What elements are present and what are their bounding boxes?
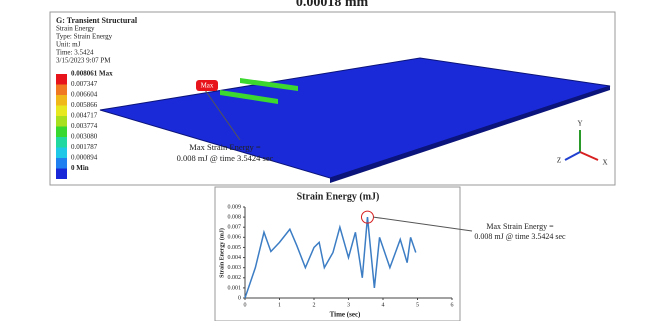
y-axis-label: Strain Energy (mJ) bbox=[218, 228, 225, 278]
y-tick-label: 0.003 bbox=[228, 265, 242, 271]
x-tick-label: 1 bbox=[278, 302, 281, 308]
legend-swatch bbox=[56, 158, 67, 169]
y-tick-label: 0.005 bbox=[228, 245, 242, 251]
info-line: Strain Energy bbox=[56, 25, 95, 33]
info-line: G: Transient Structural bbox=[56, 16, 138, 25]
y-tick-label: 0.001 bbox=[228, 285, 242, 291]
annotation-text: 0.008 mJ @ time 3.5424 sec bbox=[474, 232, 566, 241]
info-line: Unit: mJ bbox=[56, 41, 81, 49]
axis-name: X bbox=[602, 159, 607, 167]
x-tick-label: 4 bbox=[382, 302, 385, 308]
figure: 0.00018 mm Max Strain Energy (mJ) Time (… bbox=[0, 0, 665, 321]
legend-swatch bbox=[56, 85, 67, 96]
legend-label: 0.003774 bbox=[71, 122, 98, 130]
y-tick-label: 0.004 bbox=[228, 255, 242, 261]
y-tick-label: 0.007 bbox=[228, 225, 242, 231]
legend-label: 0.001787 bbox=[71, 143, 98, 151]
chart-frame bbox=[215, 187, 460, 321]
x-tick-label: 0 bbox=[244, 302, 247, 308]
legend-label: 0.003080 bbox=[71, 133, 98, 141]
y-tick-label: 0.008 bbox=[228, 214, 242, 220]
info-line: Time: 3.5424 bbox=[56, 49, 94, 57]
legend-swatch bbox=[56, 148, 67, 159]
callout-text: 0.008 mJ @ time 3.5424 sec bbox=[177, 153, 274, 163]
callout-text: Max Strain Energy = bbox=[189, 142, 261, 152]
legend-swatch bbox=[56, 74, 67, 85]
header-fragment: 0.00018 mm bbox=[296, 0, 369, 10]
max-tag-text: Max bbox=[201, 82, 214, 90]
y-tick-label: 0.006 bbox=[228, 235, 242, 241]
annotation-text: Max Strain Energy = bbox=[486, 222, 554, 231]
legend-label: 0.007347 bbox=[71, 80, 98, 88]
legend-swatch bbox=[56, 95, 67, 106]
x-tick-label: 6 bbox=[451, 302, 454, 308]
legend-label: 0.008061 Max bbox=[71, 70, 113, 78]
y-tick-label: 0.002 bbox=[228, 275, 242, 281]
info-line: Type: Strain Energy bbox=[56, 33, 113, 41]
page: 0.00018 mm Max Strain Energy (mJ) Time (… bbox=[0, 0, 665, 321]
x-tick-label: 5 bbox=[416, 302, 419, 308]
y-tick-label: 0.009 bbox=[228, 204, 242, 210]
x-tick-label: 2 bbox=[313, 302, 316, 308]
legend-label: 0.006604 bbox=[71, 91, 98, 99]
legend-swatch bbox=[56, 106, 67, 117]
legend-label: 0.005866 bbox=[71, 101, 98, 109]
y-tick-label: 0 bbox=[238, 295, 241, 301]
x-axis-label: Time (sec) bbox=[330, 311, 361, 319]
legend-label: 0.004717 bbox=[71, 112, 98, 120]
legend-swatch bbox=[56, 137, 67, 148]
x-tick-label: 3 bbox=[347, 302, 350, 308]
axis-name: Z bbox=[557, 157, 561, 165]
legend-label: 0.000894 bbox=[71, 154, 98, 162]
legend-swatch bbox=[56, 127, 67, 138]
legend-swatch bbox=[56, 169, 67, 180]
chart-title: Strain Energy (mJ) bbox=[297, 191, 380, 202]
axis-name: Y bbox=[577, 120, 582, 128]
legend-swatch bbox=[56, 116, 67, 127]
info-line: 3/15/2023 9:07 PM bbox=[56, 57, 111, 65]
legend-label: 0 Min bbox=[71, 164, 89, 172]
